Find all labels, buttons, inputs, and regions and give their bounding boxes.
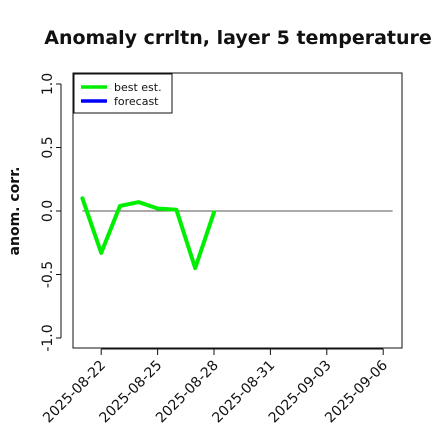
- plot-area-frame: [72, 72, 403, 349]
- data-point: [118, 204, 122, 208]
- y-tick-label: 0.5: [40, 136, 56, 158]
- plot-layer: [80, 196, 393, 271]
- y-tick-label: 1.0: [40, 73, 56, 95]
- legend-label-best-est: best est.: [114, 81, 162, 94]
- y-tick-label: -1.0: [40, 324, 56, 351]
- data-point: [212, 210, 216, 214]
- data-point: [193, 266, 197, 270]
- series-line-best-est: [80, 196, 216, 271]
- data-point: [137, 200, 141, 204]
- legend: best est. forecast: [73, 73, 173, 114]
- data-point: [80, 196, 84, 200]
- y-axis: -1.0 -0.5 0.0 0.5 1.0: [40, 73, 62, 352]
- data-point: [174, 208, 178, 212]
- y-tick-label: 0.0: [40, 200, 56, 222]
- y-tick-label: -0.5: [40, 261, 56, 288]
- legend-label-forecast: forecast: [114, 95, 159, 108]
- legend-box: [73, 73, 173, 114]
- data-point: [99, 251, 103, 255]
- data-point: [156, 206, 160, 210]
- y-axis-label: anom. corr.: [7, 167, 23, 256]
- x-axis: 2025-08-222025-08-252025-08-282025-08-31…: [40, 348, 391, 426]
- chart-title: Anomaly crrltn, layer 5 temperature: [44, 27, 432, 49]
